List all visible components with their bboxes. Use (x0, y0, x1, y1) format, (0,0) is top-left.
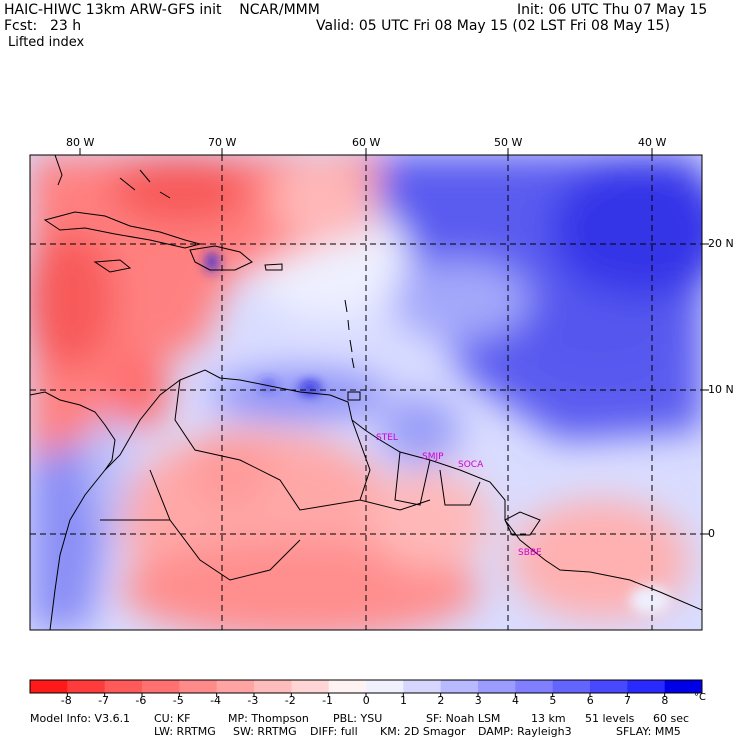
colorbar-swatch (366, 680, 404, 693)
colorbar-tick-label: 7 (624, 694, 632, 707)
lon-label-40w: 40 W (638, 136, 667, 149)
model-info-version: Model Info: V3.6.1 (30, 712, 131, 725)
coastlines (30, 155, 702, 630)
lon-label-70w: 70 W (208, 136, 237, 149)
colorbar-swatch (590, 680, 628, 693)
colorbar-tick-label: -5 (172, 694, 184, 707)
plot-title: HAIC-HIWC 13km ARW-GFS init NCAR/MMM (4, 2, 320, 18)
colorbar-swatch (30, 680, 68, 693)
station-label-stel: STEL (376, 433, 398, 443)
field-name: Lifted index (8, 35, 85, 50)
colorbar-tick-label: -4 (210, 694, 222, 707)
colorbar-swatch (627, 680, 666, 693)
lon-label-80w: 80 W (66, 136, 95, 149)
colorbar-tick-label: 8 (661, 694, 669, 707)
lat-label-20n: 20 N (708, 237, 734, 250)
station-label-soca: SOCA (458, 460, 484, 470)
model-info-timestep: 60 sec (653, 712, 690, 725)
axis-ticks (79, 148, 709, 535)
colorbar-tick-label: -7 (98, 694, 110, 707)
station-label-smjp: SMJP (422, 452, 444, 462)
model-info-mp: MP: Thompson (228, 712, 309, 725)
colorbar-tick-label: -8 (60, 694, 72, 707)
model-info-sflay: SFLAY: MM5 (616, 725, 681, 738)
colorbar-swatch (664, 680, 703, 693)
model-info-damp: DAMP: Rayleigh3 (478, 725, 572, 738)
model-info-sw: SW: RRTMG (233, 725, 297, 738)
model-info-resolution: 13 km (531, 712, 566, 725)
model-info-cu: CU: KF (154, 712, 191, 725)
colorbar-swatch (515, 680, 554, 693)
colorbar-swatch (104, 680, 143, 693)
colorbar-swatch (291, 680, 330, 693)
colorbar (29, 679, 703, 697)
forecast-hour: 23 h (50, 18, 82, 34)
colorbar-swatch (478, 680, 516, 693)
colorbar-tick-label: 1 (400, 694, 408, 707)
colorbar-tick-label: -3 (247, 694, 259, 707)
lon-label-50w: 50 W (494, 136, 523, 149)
model-info-pbl: PBL: YSU (333, 712, 383, 725)
colorbar-swatch (142, 680, 180, 693)
colorbar-swatch (440, 680, 479, 693)
colorbar-tick-label: -6 (135, 694, 147, 707)
colorbar-swatch (179, 680, 218, 693)
colorbar-unit: °C (694, 692, 706, 703)
lat-label-0: 0 (708, 527, 715, 540)
colorbar-swatch (552, 680, 591, 693)
colorbar-tick-label: 0 (362, 694, 370, 707)
model-info-diff: DIFF: full (310, 725, 358, 738)
colorbar-tick-label: -2 (284, 694, 296, 707)
station-label-sbbe: SBBE (518, 548, 542, 558)
model-info-levels: 51 levels (585, 712, 635, 725)
colorbar-tick-label: 6 (586, 694, 594, 707)
colorbar-swatch (254, 680, 292, 693)
valid-time: Valid: 05 UTC Fri 08 May 15 (02 LST Fri … (316, 18, 670, 34)
lon-label-60w: 60 W (352, 136, 381, 149)
colorbar-tick-label: -1 (322, 694, 334, 707)
colorbar-tick-label: 4 (512, 694, 520, 707)
model-info-km: KM: 2D Smagor (380, 725, 466, 738)
model-info-sf: SF: Noah LSM (426, 712, 501, 725)
forecast-label: Fcst: (4, 18, 38, 34)
map-field (30, 155, 702, 630)
init-time: Init: 06 UTC Thu 07 May 15 (517, 2, 708, 18)
colorbar-swatch (328, 680, 367, 693)
colorbar-swatch (403, 680, 442, 693)
lat-lon-grid (30, 155, 702, 630)
colorbar-tick-label: 5 (549, 694, 557, 707)
colorbar-tick-label: 2 (437, 694, 445, 707)
colorbar-swatch (216, 680, 255, 693)
lat-label-10n: 10 N (708, 383, 734, 396)
colorbar-swatch (67, 680, 106, 693)
model-info-lw: LW: RRTMG (154, 725, 216, 738)
colorbar-tick-label: 3 (474, 694, 482, 707)
